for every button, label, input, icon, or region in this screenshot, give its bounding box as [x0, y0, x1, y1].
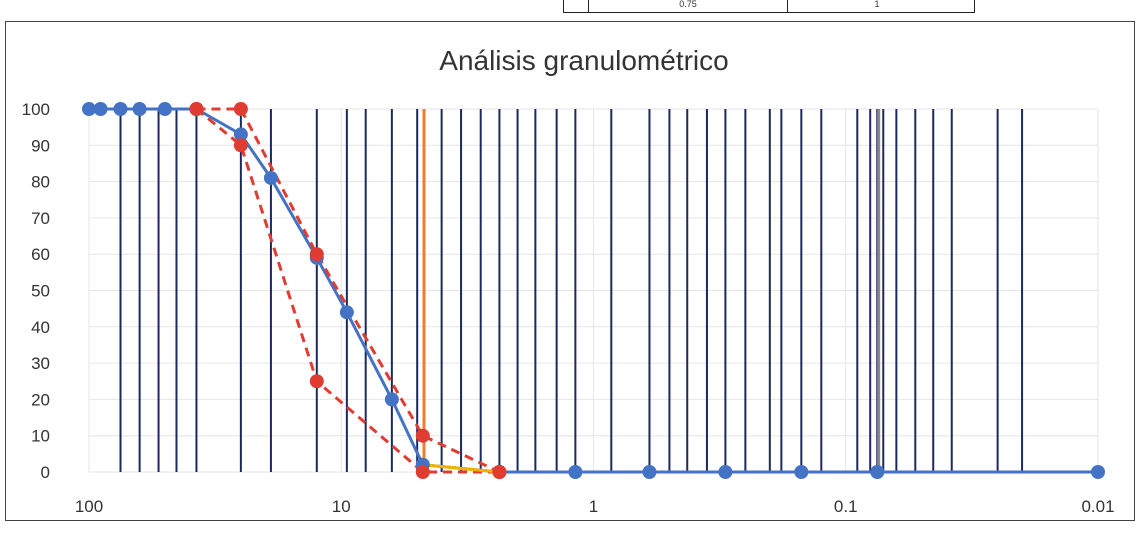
- y-tick-label: 40: [31, 318, 50, 337]
- series-0-point: [93, 102, 108, 116]
- y-tick-label: 10: [31, 427, 50, 446]
- series-0-point: [157, 102, 172, 116]
- y-tick-label: 30: [31, 354, 50, 373]
- series-0-point: [263, 170, 278, 185]
- series-2-point: [189, 102, 204, 116]
- x-tick-label: 100: [75, 497, 103, 516]
- series-0-point: [132, 102, 147, 116]
- y-tick-label: 90: [31, 136, 50, 155]
- x-tick-label: 10: [332, 497, 351, 516]
- chart-title: Análisis granulométrico: [439, 45, 728, 76]
- y-tick-label: 70: [31, 209, 50, 228]
- y-tick-label: 50: [31, 282, 50, 301]
- y-tick-label: 20: [31, 390, 50, 409]
- series-0-point: [642, 465, 657, 479]
- series-2-point: [233, 138, 248, 153]
- series-2-point: [415, 465, 430, 479]
- series-layer: [82, 102, 1105, 479]
- grid: [88, 108, 1099, 473]
- series-1-point: [233, 102, 248, 116]
- series-line-3: [422, 463, 500, 474]
- chart-area: Análisis granulométrico 0 10 20 30 40 50 60 70 8…: [5, 21, 1135, 521]
- x-tick-label: 0.1: [834, 497, 858, 516]
- series-1-point: [415, 428, 430, 443]
- chart-svg: Análisis granulométrico 0 10 20 30 40 50 60 70 8…: [22, 45, 1115, 516]
- y-tick-label: 100: [22, 100, 50, 119]
- series-0-point: [568, 465, 583, 479]
- series-0-point: [384, 392, 399, 407]
- axis-labels: 0 10 20 30 40 50 60 70 80 90 100 100 10 1 0.1 0.01: [22, 100, 1115, 516]
- series-1-point: [309, 247, 324, 262]
- y-tick-label: 80: [31, 173, 50, 192]
- series-0-point: [794, 465, 809, 479]
- series-0-point: [339, 305, 354, 320]
- table-cell: [564, 0, 589, 12]
- table-cell: 1: [874, 0, 880, 9]
- x-tick-label: 1: [589, 497, 598, 516]
- series-2-point: [309, 374, 324, 389]
- series-0-point: [870, 465, 885, 479]
- series-0-point: [1091, 465, 1105, 479]
- header-table-fragment: 0.75 1: [563, 0, 975, 13]
- series-0-point: [82, 102, 96, 116]
- sieve-lines: [119, 109, 1024, 472]
- series-0-point: [718, 465, 733, 479]
- table-cell: 0.75: [589, 0, 788, 12]
- y-tick-label: 60: [31, 245, 50, 264]
- series-2-point: [492, 465, 507, 479]
- y-tick-label: 0: [41, 463, 50, 482]
- series-0-point: [233, 127, 248, 142]
- x-tick-label: 0.01: [1081, 497, 1114, 516]
- series-0-point: [113, 102, 128, 116]
